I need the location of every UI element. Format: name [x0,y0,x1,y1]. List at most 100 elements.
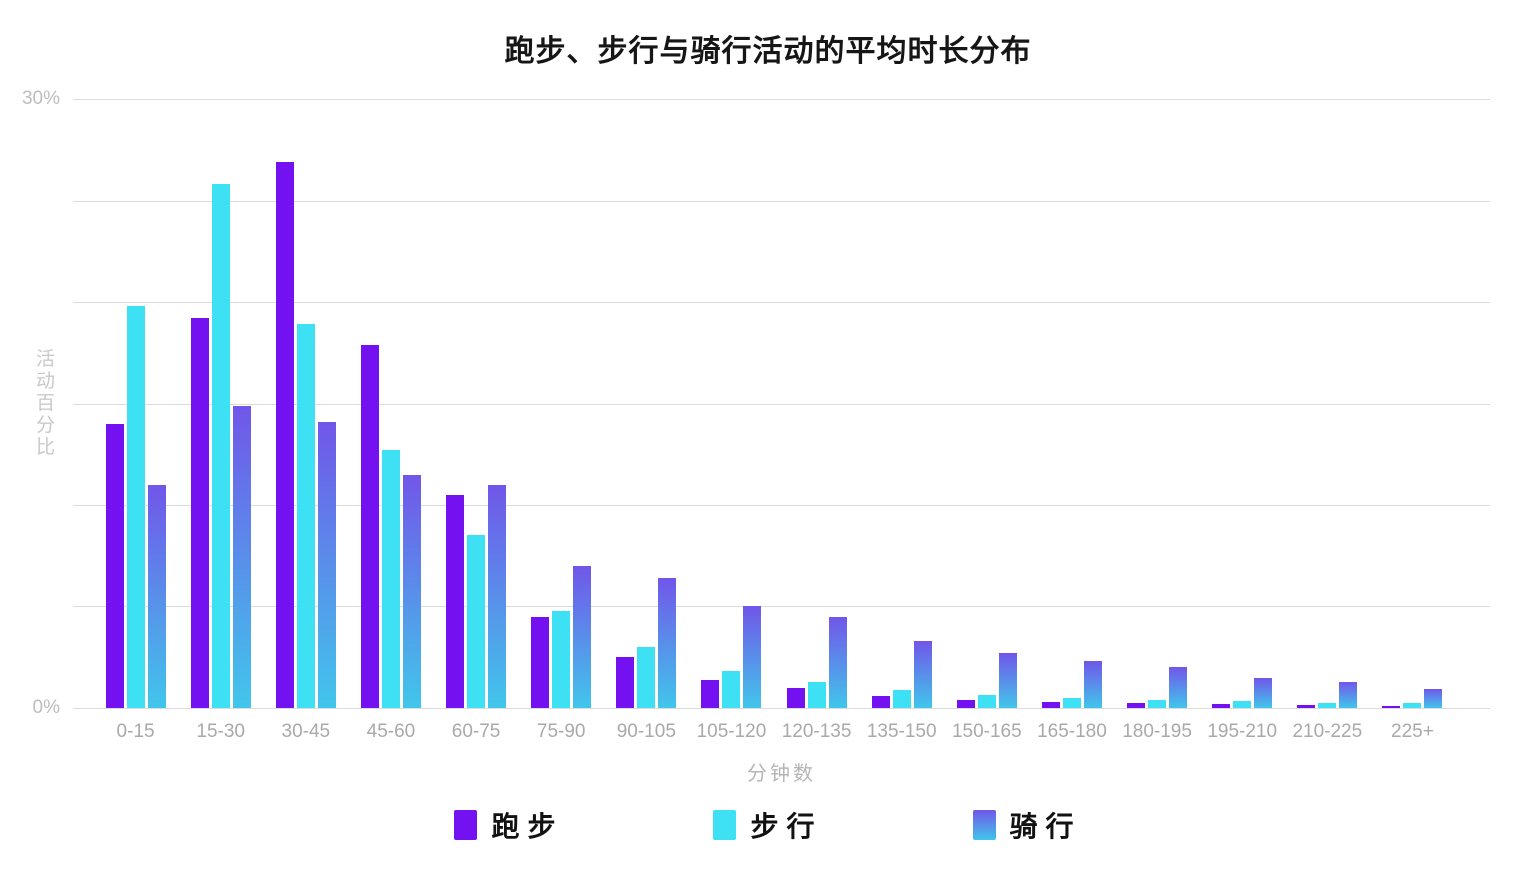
bar-bike [147,485,166,708]
bar-bike [1254,678,1273,708]
bar-walk [1233,701,1252,708]
bar-group [859,99,944,708]
gridline-5pct [73,606,1490,608]
bar-bike [317,422,336,708]
legend-item-bike[interactable]: 骑行 [972,805,1082,845]
x-tick-label: 195-210 [1207,721,1278,742]
gridline-25pct [73,200,1490,202]
x-tick-labels: 0-15 15-30 30-45 45-60 60-75 75-90 90-105 105-1… [93,721,1455,743]
bar-group [93,99,178,708]
bar-run [1212,704,1231,708]
bar-walk [1148,700,1167,708]
bar-group [1285,99,1370,708]
bar-bike [828,617,847,708]
bar-bike [998,653,1017,708]
gridline-10pct [73,505,1490,506]
bar-group [944,99,1029,708]
x-tick-label: 120-135 [781,721,852,742]
bar-walk [807,682,826,708]
bar-run [1297,705,1316,708]
bar-group [348,99,433,708]
bar-run [701,680,720,708]
bar-walk [467,535,486,708]
bar-walk [381,450,400,708]
legend-item-walk[interactable]: 步行 [713,805,822,845]
x-tick-label: 75-90 [536,721,586,742]
x-tick-label: 90-105 [616,721,676,742]
bar-bike [1083,661,1102,708]
y-axis-title: 活 动 百 分 比 [35,348,55,458]
bar-bike [402,475,421,708]
legend-swatch-bike [972,810,996,840]
bar-walk [1318,703,1337,708]
bar-run [1127,703,1146,708]
bar-run [360,345,379,708]
legend-label: 骑行 [1009,811,1082,842]
bar-walk [1403,703,1422,708]
bar-group [774,99,859,708]
bar-walk [892,690,911,708]
bar-group [263,99,348,708]
gridline-15pct [73,403,1490,405]
bar-group [689,99,774,708]
legend-label: 步行 [750,811,823,842]
x-tick-label: 0-15 [116,721,155,742]
bar-group [1115,99,1200,708]
bar-bike [232,406,251,708]
bar-bike [743,606,762,708]
bar-bike [658,578,677,708]
bar-walk [211,184,230,708]
legend-item-run[interactable]: 跑步 [454,805,563,845]
bar-walk [1062,698,1081,708]
y-axis-tick-max: 30% [21,88,60,109]
x-tick-label: 45-60 [366,721,416,742]
x-tick-label: 150-165 [951,721,1022,742]
bar-group [519,99,604,708]
x-tick-label: 180-195 [1122,721,1192,742]
plot-area: 30% 0% 活 动 百 分 比 0-15 15-30 30-45 45-60 60-7… [22,88,1490,785]
legend-swatch-run [454,810,478,840]
bar-bike [1339,682,1358,708]
legend-label: 跑步 [491,811,564,842]
bar-bike [1169,667,1188,708]
bar-walk [296,324,315,708]
bar-group [1200,99,1285,708]
gridline-30pct [73,99,1490,100]
bar-run [446,495,465,708]
bar-run [1382,706,1401,708]
bar-walk [552,611,571,708]
x-tick-label: 30-45 [281,721,331,742]
bar-group [434,99,519,708]
bar-run [275,162,294,708]
bar-run [786,688,805,708]
bar-bike [913,641,932,708]
bar-run [1041,702,1060,708]
bars-container [93,99,1455,708]
bar-group [1370,99,1455,708]
bar-run [105,424,124,708]
x-tick-label: 225+ [1391,721,1434,742]
bar-group [1029,99,1114,708]
bar-run [531,617,550,708]
bar-walk [977,695,996,708]
x-axis-title: 分钟数 [747,763,816,785]
legend-swatch-walk [713,810,737,840]
chart-title: 跑步、步行与骑行活动的平均时长分布 [504,35,1032,68]
legend: 跑步 步行 骑行 [0,805,1536,845]
bar-run [190,318,209,708]
x-tick-label: 210-225 [1292,721,1363,742]
x-tick-label: 60-75 [451,721,501,742]
x-tick-label: 15-30 [196,721,245,742]
bar-walk [126,306,145,708]
bar-walk [722,671,741,708]
x-tick-label: 165-180 [1037,721,1107,742]
y-axis-tick-min: 0% [32,697,60,718]
bar-group [178,99,263,708]
bar-run [871,696,890,708]
gridline-20pct [73,301,1490,303]
x-tick-label: 105-120 [696,721,767,742]
bar-run [616,657,635,708]
bar-group [604,99,689,708]
bar-bike [488,485,507,708]
